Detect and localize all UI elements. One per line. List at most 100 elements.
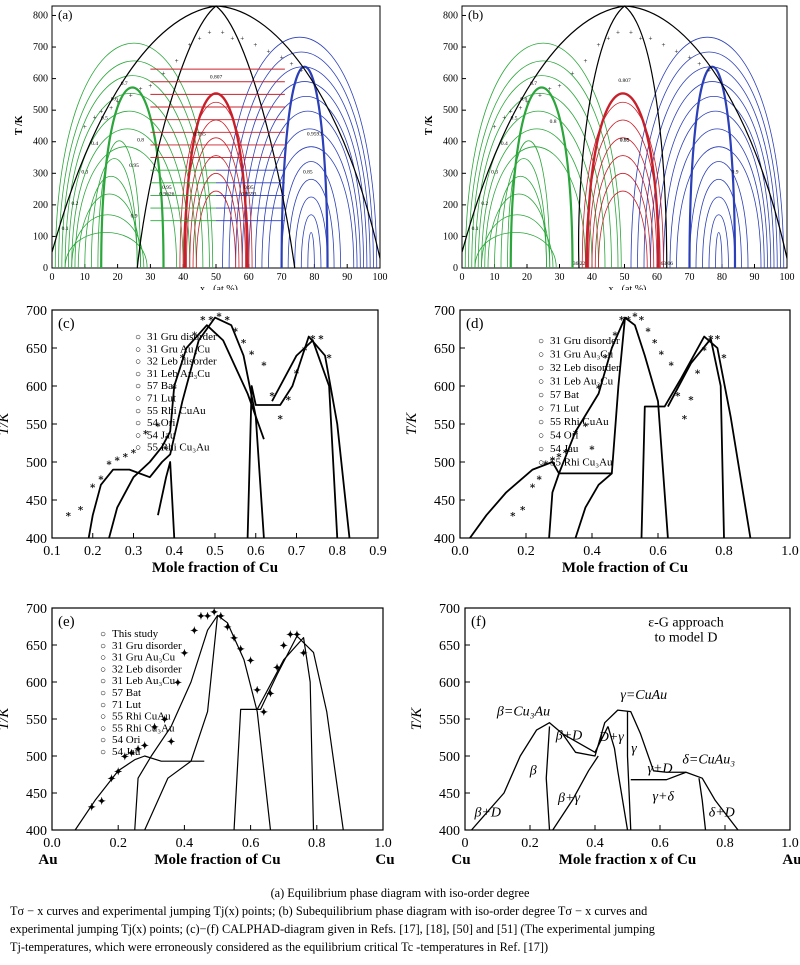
data-marker: ∗: [207, 314, 214, 325]
caption-line-1: (a) Equilibrium phase diagram with iso-o…: [270, 886, 530, 900]
curve-annotation: 0.9593: [241, 191, 256, 197]
iso-curve-green: [484, 146, 586, 269]
y-tick-label: 0: [43, 263, 48, 274]
x-tick-label: 20: [113, 272, 123, 283]
plot-frame: [461, 5, 788, 269]
phase-boundary: [552, 755, 599, 831]
x-tick-label: 0.9: [369, 544, 387, 559]
data-marker: ∗: [701, 344, 708, 355]
curve-annotation: 0.95: [129, 163, 139, 169]
iso-curve-green: [71, 214, 145, 269]
data-marker: ✦: [140, 741, 148, 752]
data-marker: ∗: [317, 333, 324, 344]
data-marker: +: [639, 35, 643, 43]
x-axis-label: Mole fraction of Cu: [562, 560, 688, 576]
data-marker: ✦: [160, 715, 168, 726]
iso-curve-red: [186, 137, 246, 269]
x-tick-label: 1.0: [781, 544, 799, 559]
data-marker: ∗: [529, 481, 536, 492]
data-marker: ∗: [269, 390, 276, 401]
plot-frame: [459, 309, 791, 539]
x-tick-label: 1.0: [374, 836, 392, 851]
curve-annotation: 0.4: [501, 141, 508, 147]
iso-curve-red-bold: [585, 92, 660, 269]
legend-marker: ○: [135, 344, 141, 355]
x-tick-label: 0.8: [715, 544, 733, 559]
data-marker: +: [175, 57, 179, 65]
y-tick-label: 300: [443, 168, 458, 179]
phase-region-label: β: [529, 764, 537, 779]
iso-curve-blue: [708, 214, 729, 269]
y-tick-label: 550: [439, 713, 460, 728]
data-marker: +: [109, 104, 113, 112]
caption-line-2: Tσ − x curves and experimental jumping T…: [10, 904, 648, 918]
iso-curve-green: [477, 110, 599, 269]
legend-entry: 54 Jau: [550, 443, 579, 455]
y-tick-label: 650: [434, 342, 455, 357]
legend-entry: 55 Rhi CuAu: [550, 416, 609, 428]
data-marker: +: [558, 82, 562, 90]
data-marker: +: [162, 69, 166, 77]
curve-annotation: 0.95: [244, 185, 254, 191]
data-marker: ✦: [127, 748, 135, 759]
data-marker: +: [221, 28, 225, 36]
y-tick-label: 500: [439, 750, 460, 765]
y-axis-label: T/K: [409, 707, 425, 731]
legend-entry: 31 Gru Au₃Cu: [147, 343, 211, 355]
curve-annotation: 0.8: [550, 119, 557, 125]
x-tick-label: 100: [780, 272, 795, 283]
data-marker: ✦: [236, 645, 244, 656]
x-tick-label: 60: [652, 272, 662, 283]
legend-marker: ○: [135, 394, 141, 405]
x-tick-label: 0: [50, 272, 55, 283]
iso-curve-blue: [715, 232, 723, 269]
data-marker: ✦: [114, 767, 122, 778]
legend-entry: 31 Gru disorder: [112, 640, 182, 652]
x-tick-label: 0.6: [651, 836, 669, 851]
x-tick-label: 40: [587, 272, 597, 283]
phase-region-label: γ=CuAu: [620, 688, 667, 703]
y-tick-label: 650: [26, 639, 47, 654]
y-axis-label: T/K: [0, 412, 12, 436]
legend-entry: 71 Lut: [550, 403, 579, 415]
data-marker: ✦: [266, 689, 274, 700]
iso-curve-green: [474, 93, 606, 269]
iso-curve-blue-bold: [688, 65, 737, 269]
legend-marker: ○: [538, 363, 544, 374]
panel-a: 0 100 200 300 400 500 600 700 800 0 10 20 30 40 50 60 70…: [14, 5, 388, 290]
curve-annotation: 0.95: [620, 138, 630, 144]
y-tick-label: 400: [434, 532, 455, 547]
data-marker: ∗: [114, 454, 121, 465]
iso-curve-green: [500, 158, 547, 269]
y-tick-label: 400: [26, 532, 47, 547]
curve-annotation: 0.9593: [307, 131, 322, 137]
x-tick-label: 0.8: [308, 836, 326, 851]
curve-annotation: 0.807: [210, 75, 223, 81]
legend-entry: 54 Jau: [112, 746, 141, 758]
axis-end-label-left: Cu: [451, 852, 470, 868]
y-tick-label: 500: [26, 750, 47, 765]
x-tick-label: 0.4: [166, 544, 184, 559]
phase-region-label: β+D: [473, 806, 501, 821]
phase-region-label: β+γ: [557, 791, 580, 806]
curve-annotation: 0.7: [121, 81, 128, 87]
data-marker: ✦: [293, 630, 301, 641]
y-tick-label: 500: [443, 105, 458, 116]
data-marker: ∗: [154, 420, 161, 431]
data-marker: ✦: [134, 745, 142, 756]
legend-entry: 55 Rhi CuAu: [112, 711, 171, 723]
data-marker: +: [509, 107, 513, 115]
phase-boundary: [607, 726, 629, 831]
data-marker: ∗: [572, 428, 579, 439]
x-tick-label: 70: [277, 272, 287, 283]
y-tick-label: 100: [443, 231, 458, 242]
iso-curve-blue-bold: [280, 65, 329, 269]
y-tick-label: 600: [434, 380, 455, 395]
curve-annotation: 0.1: [62, 226, 69, 232]
data-marker: +: [116, 98, 120, 106]
y-tick-label: 200: [443, 200, 458, 211]
data-marker: +: [538, 92, 542, 100]
iso-curve-red: [195, 190, 237, 269]
panel-label: (e): [58, 614, 75, 630]
phase-boundary: [667, 337, 725, 539]
